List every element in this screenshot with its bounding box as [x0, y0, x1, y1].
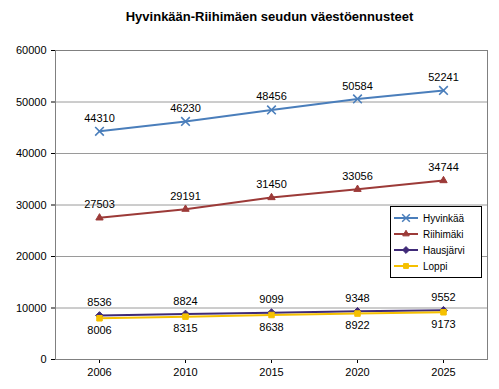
svg-text:34744: 34744 — [428, 161, 459, 173]
svg-text:48456: 48456 — [256, 90, 287, 102]
svg-text:33056: 33056 — [342, 170, 373, 182]
svg-text:8824: 8824 — [173, 295, 197, 307]
html-text:Hyvinkään-Riihimäen seudun väe: Hyvinkään-Riihimäen seudun väestöennuste… — [125, 9, 414, 24]
svg-text:2020: 2020 — [345, 366, 369, 378]
svg-text:60000: 60000 — [16, 44, 47, 56]
svg-text:8536: 8536 — [87, 296, 111, 308]
html-text:Loppi: Loppi — [423, 260, 448, 272]
svg-text:9348: 9348 — [345, 292, 369, 304]
html-text:Hausjärvi: Hausjärvi — [423, 244, 465, 256]
svg-text:52241: 52241 — [428, 71, 459, 83]
svg-text:9173: 9173 — [431, 318, 455, 330]
svg-text:31450: 31450 — [256, 178, 287, 190]
svg-text:2006: 2006 — [87, 366, 111, 378]
svg-text:40000: 40000 — [16, 147, 47, 159]
html-text:Riihimäki: Riihimäki — [423, 228, 464, 240]
svg-text:20000: 20000 — [16, 250, 47, 262]
svg-text:0: 0 — [40, 353, 46, 365]
svg-text:8638: 8638 — [259, 321, 283, 333]
svg-text:30000: 30000 — [16, 199, 47, 211]
svg-text:29191: 29191 — [170, 190, 201, 202]
svg-text:10000: 10000 — [16, 302, 47, 314]
svg-text:50584: 50584 — [342, 80, 373, 92]
svg-text:50000: 50000 — [16, 96, 47, 108]
svg-text:8922: 8922 — [345, 319, 369, 331]
svg-text:27503: 27503 — [84, 198, 115, 210]
svg-text:9552: 9552 — [431, 291, 455, 303]
svg-text:2015: 2015 — [259, 366, 283, 378]
svg-text:2010: 2010 — [173, 366, 197, 378]
svg-text:44310: 44310 — [84, 112, 115, 124]
html-text:Hyvinkää: Hyvinkää — [423, 212, 465, 224]
svg-text:8315: 8315 — [173, 322, 197, 334]
svg-text:9099: 9099 — [259, 293, 283, 305]
svg-text:2025: 2025 — [431, 366, 455, 378]
svg-text:46230: 46230 — [170, 102, 201, 114]
svg-text:8006: 8006 — [87, 324, 111, 336]
